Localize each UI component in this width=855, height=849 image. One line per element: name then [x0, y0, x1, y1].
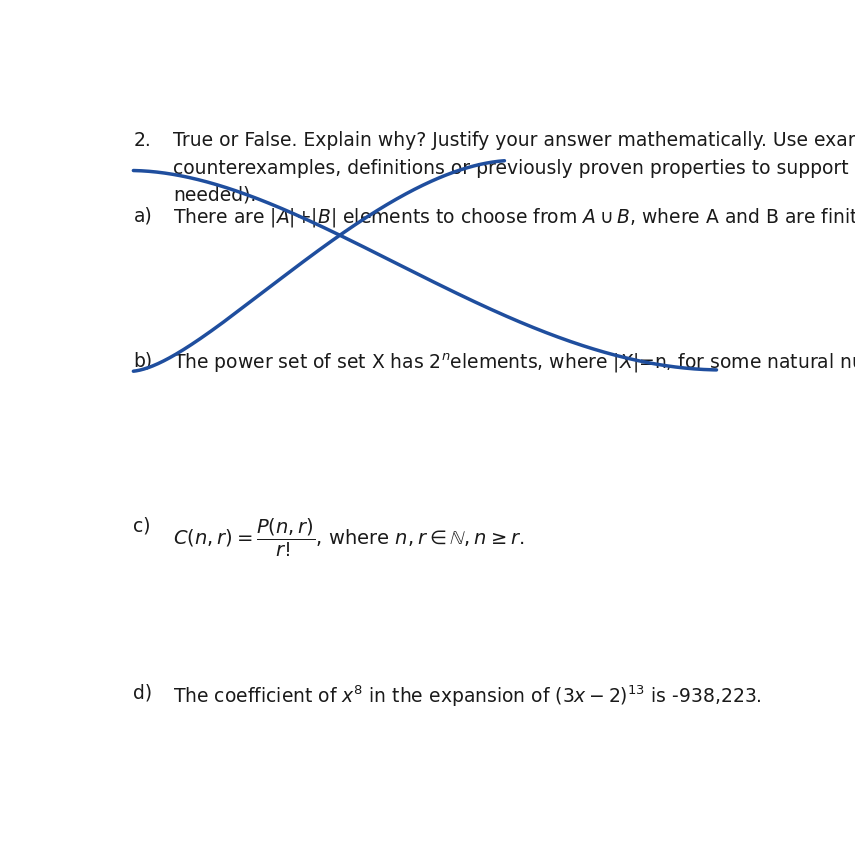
Text: There are $|A|$+$|B|$ elements to choose from $A \cup B$, where A and B are fini: There are $|A|$+$|B|$ elements to choose… [173, 206, 855, 229]
Text: The power set of set X has $2^n$elements, where $|X|$=n, for some natural number: The power set of set X has $2^n$elements… [173, 351, 855, 375]
Text: True or False. Explain why? Justify your answer mathematically. Use examples,
co: True or False. Explain why? Justify your… [173, 132, 855, 205]
Text: a): a) [133, 206, 152, 226]
Text: c): c) [133, 517, 150, 536]
Text: The coefficient of $x^8$ in the expansion of $(3x - 2)^{13}$ is -938,223.: The coefficient of $x^8$ in the expansio… [173, 683, 762, 709]
Text: d): d) [133, 683, 152, 703]
Text: 2.: 2. [133, 132, 151, 150]
Text: b): b) [133, 351, 152, 371]
Text: $C(n, r) = \dfrac{P(n,r)}{r!}$, where $n, r \in \mathbb{N}, n \geq r$.: $C(n, r) = \dfrac{P(n,r)}{r!}$, where $n… [173, 517, 524, 559]
